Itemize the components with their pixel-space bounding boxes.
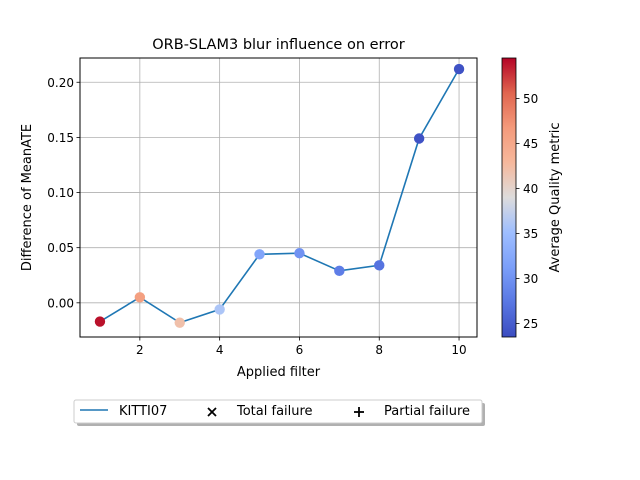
colorbar-tick-label: 35 <box>523 227 538 241</box>
colorbar-ticks: 25 30 35 40 45 50 <box>516 92 538 331</box>
y-tick-label: 0.00 <box>47 296 74 310</box>
legend-x-marker <box>207 407 217 417</box>
data-point <box>413 133 425 144</box>
colorbar-tick-label: 45 <box>523 137 538 151</box>
colorbar-label: Average Quality metric <box>548 123 563 273</box>
plot-frame <box>79 57 478 338</box>
x-tick-label: 4 <box>216 343 224 357</box>
x-axis-label: Applied filter <box>237 365 321 380</box>
x-tick-label: 2 <box>136 343 144 357</box>
chart-title: ORB-SLAM3 blur influence on error <box>152 37 405 53</box>
y-axis-label: Difference of MeanATE <box>20 124 35 271</box>
y-tick-label: 0.15 <box>47 131 74 145</box>
data-point <box>374 260 385 271</box>
data-point <box>254 249 265 260</box>
data-point <box>453 63 465 75</box>
legend-box <box>73 399 483 424</box>
x-tick-label: 10 <box>451 343 466 357</box>
legend-label-kitti07: KITTI07 <box>119 404 167 419</box>
data-point <box>134 292 146 303</box>
legend-label-total-failure: Total failure <box>236 404 313 419</box>
x-axis: 2 4 6 8 10 <box>136 337 467 357</box>
y-tick-label: 0.10 <box>47 186 74 200</box>
legend: KITTI07 Total failure Partial failure <box>73 399 485 426</box>
data-point <box>214 304 225 315</box>
series-kitti07-line <box>99 68 460 324</box>
data-point <box>174 317 185 328</box>
colorbar-gradient <box>501 57 517 338</box>
data-point <box>334 265 345 277</box>
x-tick-label: 8 <box>375 343 383 357</box>
colorbar-tick-label: 50 <box>523 92 538 106</box>
data-points <box>94 63 465 328</box>
grid <box>80 58 477 337</box>
data-point <box>294 247 305 259</box>
colorbar: 25 30 35 40 45 50 Average Quality metric <box>501 57 563 338</box>
legend-plus-marker <box>354 407 364 417</box>
series-line <box>99 68 460 324</box>
colorbar-tick-label: 25 <box>523 317 538 331</box>
y-tick-label: 0.05 <box>47 241 74 255</box>
x-tick-label: 6 <box>296 343 304 357</box>
colorbar-tick-label: 30 <box>523 272 538 286</box>
colorbar-tick-label: 40 <box>523 182 538 196</box>
y-axis: 0.00 0.05 0.10 0.15 0.20 <box>47 76 80 310</box>
legend-label-partial-failure: Partial failure <box>384 404 470 419</box>
y-tick-label: 0.20 <box>47 76 74 90</box>
data-point <box>94 316 106 327</box>
